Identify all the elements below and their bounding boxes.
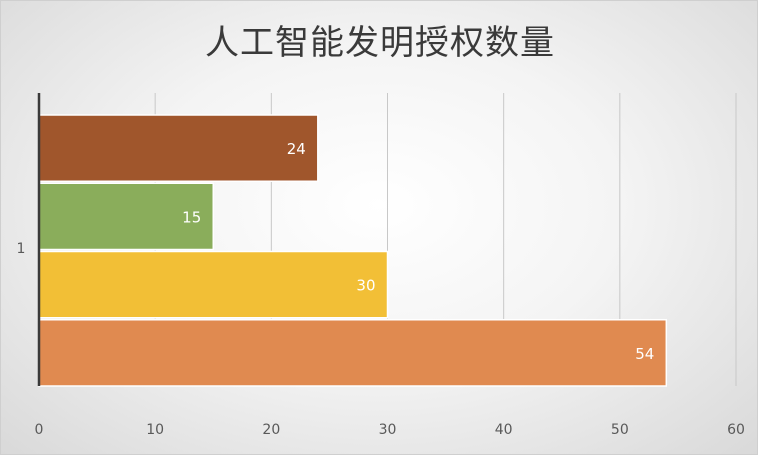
x-tick-label: 50 [611, 422, 629, 438]
x-tick-label: 30 [379, 422, 397, 438]
bar [38, 319, 668, 387]
x-tick-label: 60 [727, 422, 745, 438]
data-label: 54 [635, 345, 654, 363]
x-tick-label: 20 [262, 422, 280, 438]
data-label: 24 [287, 140, 306, 158]
bar [38, 182, 214, 251]
x-tick-label: 0 [35, 422, 44, 438]
chart-title: 人工智能发明授权数量 [205, 23, 555, 63]
data-label: 30 [356, 277, 375, 295]
x-tick-label: 10 [146, 422, 164, 438]
x-tick-label: 40 [495, 422, 513, 438]
bar [38, 114, 319, 182]
data-label: 15 [182, 208, 201, 226]
y-category-label: 1 [17, 241, 26, 257]
bar [38, 250, 389, 319]
